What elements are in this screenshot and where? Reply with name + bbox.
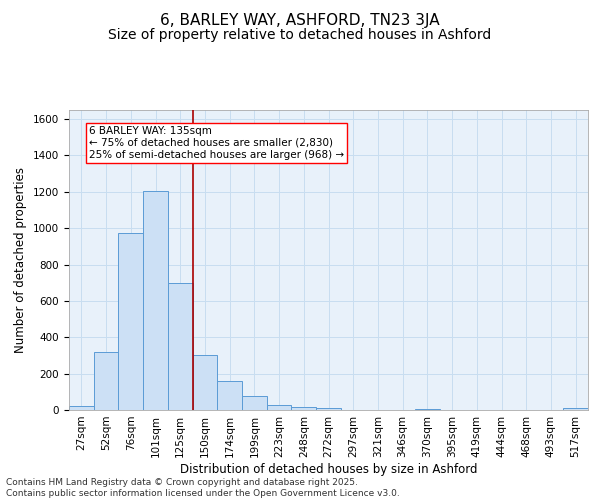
Bar — [118, 232, 143, 410]
Bar — [69, 406, 94, 410]
Bar — [143, 191, 168, 410]
Bar — [563, 408, 588, 410]
Text: 6, BARLEY WAY, ASHFORD, TN23 3JA: 6, BARLEY WAY, ASHFORD, TN23 3JA — [160, 12, 440, 28]
X-axis label: Distribution of detached houses by size in Ashford: Distribution of detached houses by size … — [180, 462, 477, 475]
Bar — [316, 408, 341, 410]
Bar — [242, 396, 267, 410]
Bar — [415, 409, 440, 410]
Text: Contains HM Land Registry data © Crown copyright and database right 2025.
Contai: Contains HM Land Registry data © Crown c… — [6, 478, 400, 498]
Text: 6 BARLEY WAY: 135sqm
← 75% of detached houses are smaller (2,830)
25% of semi-de: 6 BARLEY WAY: 135sqm ← 75% of detached h… — [89, 126, 344, 160]
Bar — [267, 406, 292, 410]
Bar — [94, 352, 118, 410]
Bar — [193, 356, 217, 410]
Bar — [292, 408, 316, 410]
Bar — [217, 381, 242, 410]
Text: Size of property relative to detached houses in Ashford: Size of property relative to detached ho… — [109, 28, 491, 42]
Bar — [168, 282, 193, 410]
Y-axis label: Number of detached properties: Number of detached properties — [14, 167, 28, 353]
